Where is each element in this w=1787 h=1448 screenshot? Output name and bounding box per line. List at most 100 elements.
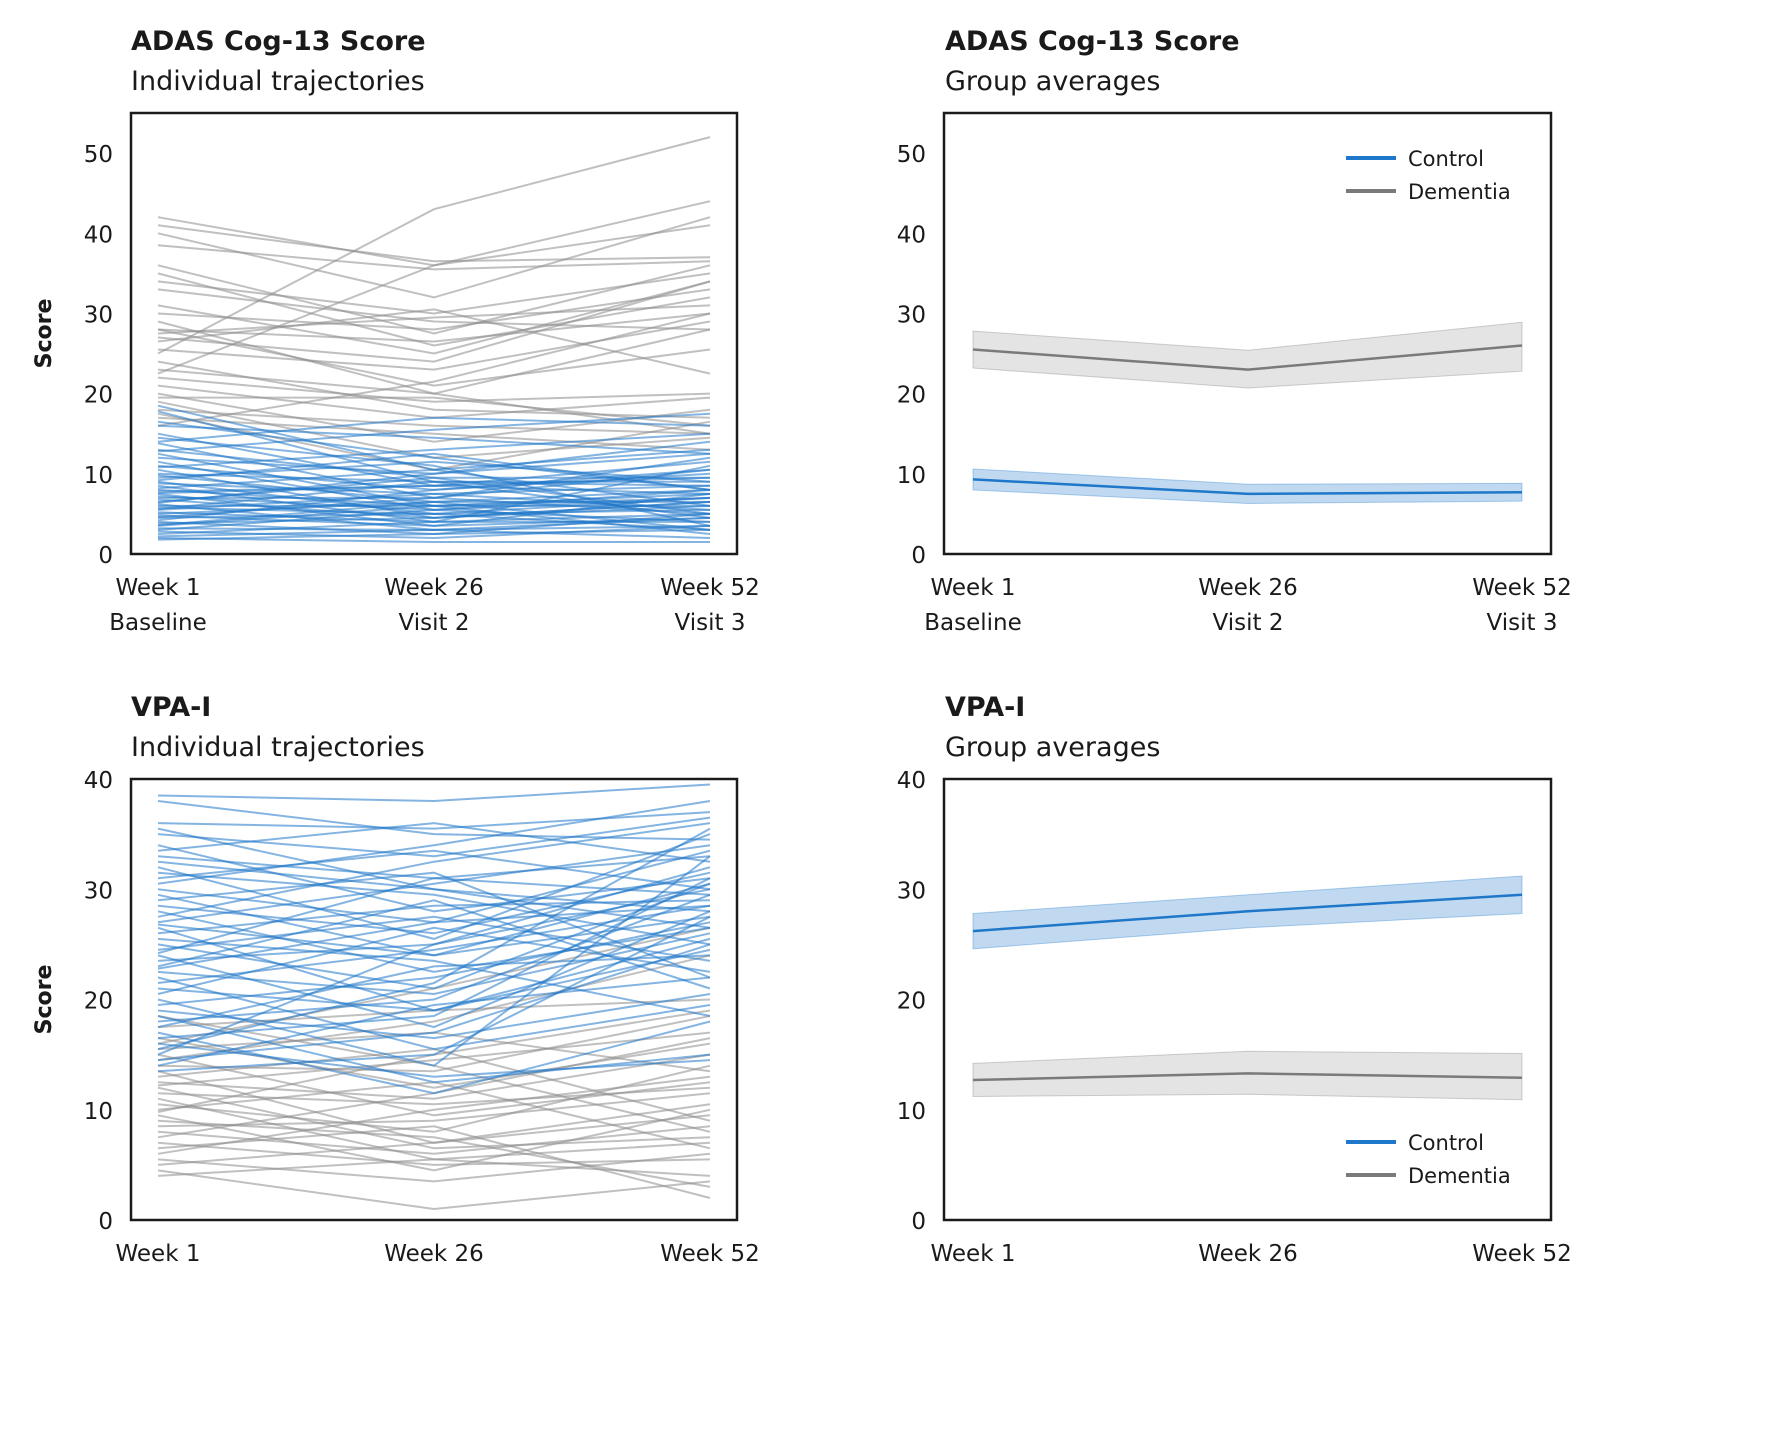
trajectory-line-control: [157, 488, 711, 527]
y-tick-label: 40: [897, 222, 926, 248]
trajectory-line-dementia: [157, 1053, 711, 1100]
trajectory-line-dementia: [157, 320, 711, 371]
trajectory-line-dementia: [157, 1108, 711, 1172]
trajectory-line-dementia: [157, 376, 711, 403]
trajectory-line-dementia: [157, 216, 711, 299]
plot-frame: [942, 111, 1553, 556]
trajectory-line-dementia: [157, 328, 711, 387]
x-tick-label: Week 1: [931, 1241, 1016, 1267]
x-tick-sublabel: Baseline: [924, 610, 1022, 636]
x-tick-label: Week 1: [116, 1241, 201, 1267]
panel-adas-individual: ADAS Cog-13 Score Individual trajectorie…: [0, 0, 880, 665]
trajectory-line-dementia: [157, 304, 711, 335]
x-tick-label: Week 52: [1472, 575, 1572, 601]
trajectory-line-control: [157, 432, 711, 469]
trajectory-line-dementia: [157, 272, 711, 315]
trajectory-line-control: [157, 537, 710, 543]
ci-band-control: [972, 468, 1523, 505]
trajectory-line-control: [157, 1020, 711, 1095]
trajectory-line-dementia: [157, 280, 711, 355]
y-tick-label: 30: [897, 878, 926, 904]
trajectory-line-dementia: [157, 392, 711, 443]
trajectory-line-dementia: [157, 1086, 711, 1150]
trajectory-line-dementia: [157, 1092, 711, 1128]
trajectory-line-control: [157, 893, 711, 1023]
trajectory-line-dementia: [157, 288, 711, 331]
trajectory-line-dementia: [157, 1141, 711, 1166]
trajectory-line-dementia: [157, 1114, 711, 1166]
y-tick-label: 20: [84, 383, 113, 409]
trajectory-line-control: [157, 1015, 711, 1084]
trajectory-line-control: [157, 932, 711, 996]
legend-label-dementia: Dementia: [1408, 180, 1511, 204]
ci-band-dementia: [972, 1050, 1523, 1101]
trajectory-line-dementia: [157, 136, 711, 355]
trajectory-line-control: [157, 800, 711, 841]
y-tick-label: 10: [84, 463, 113, 489]
trajectory-line-dementia: [157, 244, 711, 271]
legend-label-dementia: Dementia: [1408, 1164, 1511, 1188]
trajectory-line-control: [157, 416, 711, 443]
chart-title: VPA-I: [131, 692, 212, 723]
trajectory-line-control: [157, 882, 711, 990]
trajectory-line-control: [157, 855, 711, 1067]
trajectory-line-dementia: [157, 1086, 711, 1106]
trajectory-line-control: [157, 528, 711, 541]
chart-subtitle: Group averages: [945, 66, 1161, 97]
x-tick-label: Week 1: [116, 575, 201, 601]
trajectory-line-dementia: [157, 1125, 711, 1199]
y-axis-label: Score: [32, 299, 57, 369]
trajectory-line-control: [157, 915, 711, 962]
trajectory-line-control: [157, 512, 711, 535]
trajectory-line-control: [157, 424, 711, 455]
trajectory-line-control: [157, 882, 711, 957]
y-tick-label: 30: [897, 302, 926, 328]
trajectory-line-control: [157, 937, 711, 1017]
trajectory-line-control: [157, 460, 711, 483]
trajectory-line-dementia: [157, 224, 711, 263]
trajectory-line-control: [157, 460, 711, 495]
mean-line-dementia: [972, 344, 1523, 371]
trajectory-line-control: [157, 871, 711, 946]
x-tick-label: Week 52: [660, 1241, 760, 1267]
legend-label-control: Control: [1408, 147, 1484, 171]
trajectory-line-dementia: [157, 954, 711, 1062]
chart-title: ADAS Cog-13 Score: [945, 26, 1240, 57]
legend-label-control: Control: [1408, 1131, 1484, 1155]
trajectory-line-control: [157, 496, 711, 531]
trajectory-line-dementia: [157, 1169, 711, 1211]
mean-line-dementia: [972, 1072, 1523, 1082]
y-tick-label: 0: [98, 543, 113, 569]
x-tick-sublabel: Visit 3: [1487, 610, 1558, 636]
mean-line-control: [972, 478, 1523, 496]
mean-line-control: [972, 893, 1523, 933]
trajectory-line-dementia: [157, 1119, 711, 1188]
y-tick-label: 10: [897, 1099, 926, 1125]
trajectory-line-control: [157, 504, 711, 525]
y-tick-label: 10: [897, 463, 926, 489]
trajectory-line-control: [157, 976, 711, 1067]
trajectory-line-dementia: [157, 224, 711, 375]
trajectory-line-control: [157, 993, 711, 1040]
trajectory-line-control: [157, 904, 711, 970]
chart-subtitle: Individual trajectories: [131, 66, 425, 97]
trajectory-line-control: [157, 504, 711, 535]
trajectory-line-control: [157, 915, 711, 1073]
trajectory-line-control: [157, 452, 711, 504]
trajectory-line-control: [157, 448, 711, 490]
trajectory-line-control: [157, 877, 711, 1040]
trajectory-line-dementia: [157, 416, 711, 451]
trajectory-line-control: [157, 926, 711, 995]
x-tick-label: Week 52: [660, 575, 760, 601]
y-tick-label: 40: [897, 768, 926, 794]
adas-group-chart: Control Dementia 0 10 20 30 40 50 Week 1 Baseline…: [32, 111, 1572, 636]
ci-band-dementia: [972, 321, 1523, 389]
trajectory-line-dementia: [157, 312, 711, 343]
trajectory-line-control: [157, 976, 711, 1051]
y-tick-label: 20: [84, 989, 113, 1015]
trajectory-line-dementia: [157, 308, 711, 375]
trajectory-line-dementia: [157, 288, 711, 331]
trajectory-line-control: [157, 783, 711, 803]
trajectory-line-control: [157, 855, 711, 955]
